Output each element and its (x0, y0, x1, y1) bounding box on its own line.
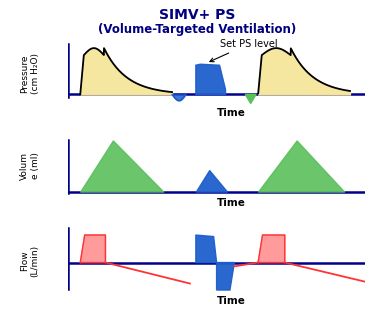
Text: Volum
e (ml): Volum e (ml) (20, 152, 40, 180)
Text: Time: Time (217, 198, 246, 208)
Text: Time: Time (217, 296, 246, 306)
Text: Set PS level: Set PS level (210, 39, 277, 62)
Text: Pressure
(cm H₂O): Pressure (cm H₂O) (20, 53, 40, 94)
Polygon shape (196, 64, 225, 94)
Polygon shape (217, 263, 234, 290)
Text: Flow
(L/min): Flow (L/min) (20, 245, 40, 277)
Polygon shape (80, 235, 105, 263)
Polygon shape (258, 235, 285, 263)
Text: SIMV+ PS: SIMV+ PS (160, 8, 236, 22)
Text: Time: Time (217, 108, 246, 118)
Text: (Volume-Targeted Ventilation): (Volume-Targeted Ventilation) (98, 23, 297, 36)
Polygon shape (196, 235, 217, 263)
Polygon shape (245, 94, 256, 104)
